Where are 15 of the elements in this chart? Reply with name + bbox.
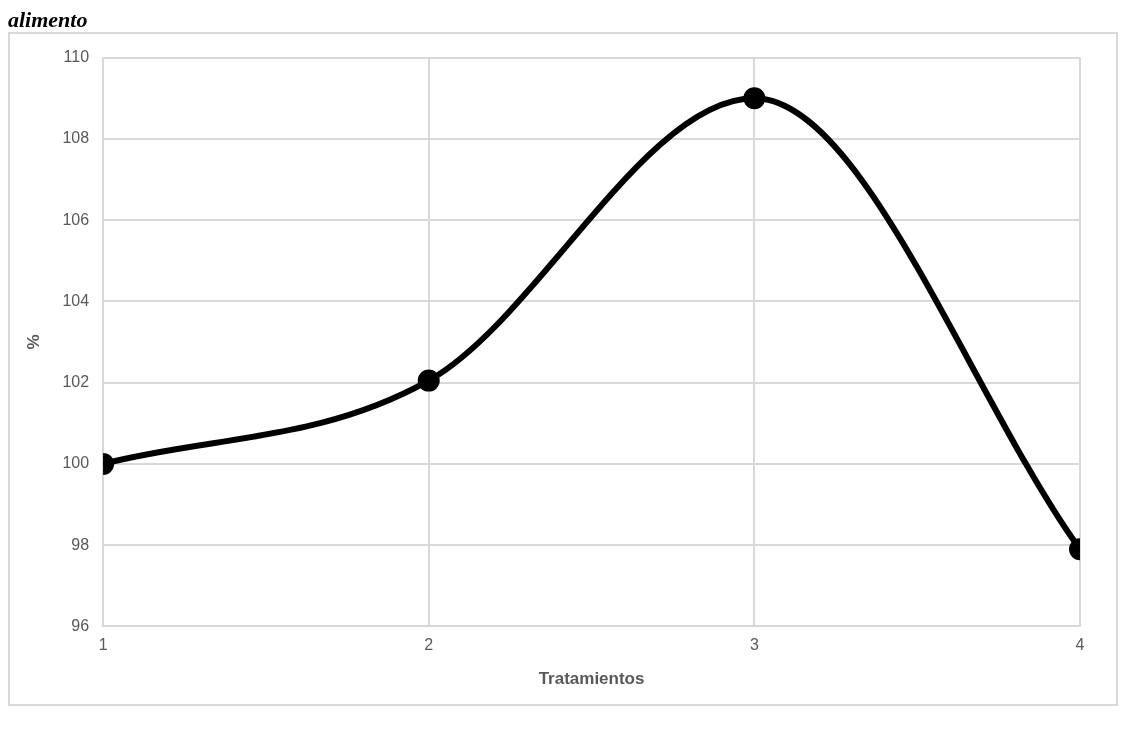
chart-title: alimento (8, 7, 89, 32)
x-tick-label: 3 (749, 636, 759, 654)
y-tick-label: 98 (71, 535, 90, 553)
y-tick-label: 110 (63, 48, 90, 66)
y-tick-label: 102 (62, 373, 90, 391)
x-tick-label: 2 (424, 636, 434, 654)
x-tick-label: 4 (1075, 636, 1085, 654)
y-axis-title: % (23, 334, 43, 350)
y-tick-label: 96 (71, 616, 90, 634)
y-tick-label: 106 (62, 210, 90, 228)
x-axis-title: Tratamientos (538, 669, 645, 689)
x-tick-label: 1 (98, 636, 108, 654)
y-tick-label: 108 (62, 129, 90, 147)
y-tick-label: 104 (62, 291, 90, 309)
y-tick-label: 100 (62, 454, 90, 472)
